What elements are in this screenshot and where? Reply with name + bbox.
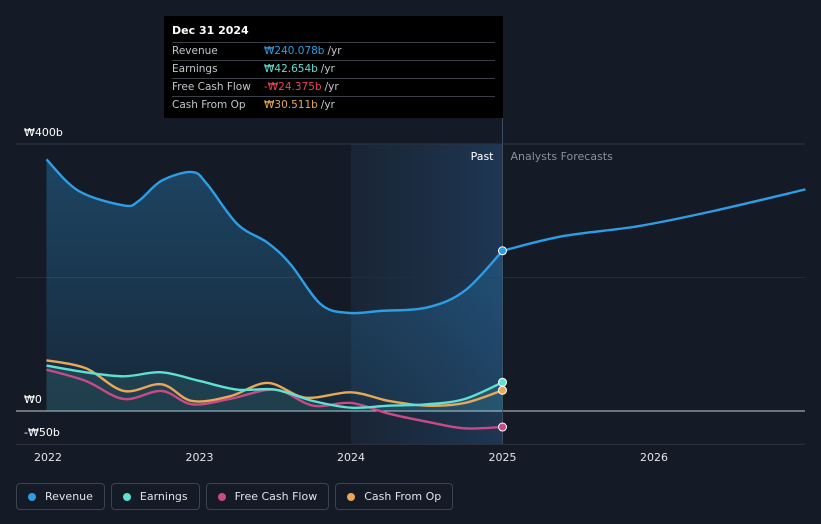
legend-label: Earnings	[139, 490, 188, 503]
tooltip-label: Earnings	[172, 63, 218, 75]
free-cash-flow-end-point	[498, 422, 507, 432]
past-label: Past	[471, 150, 495, 163]
tooltip-date: Dec 31 2024	[172, 24, 249, 37]
revenue-forecast-line	[502, 188, 806, 252]
tooltip-row-cash-from-op: Cash From Op ₩30.511b /yr	[172, 96, 495, 114]
legend-label: Free Cash Flow	[234, 490, 318, 503]
earnings-end-point	[498, 377, 507, 387]
legend-item-earnings[interactable]: Earnings	[110, 483, 200, 510]
legend-label: Cash From Op	[364, 490, 442, 503]
tooltip-label: Cash From Op	[172, 99, 246, 111]
tooltip-value: -₩24.375b	[264, 81, 322, 93]
legend-item-cash-from-op[interactable]: Cash From Op	[335, 483, 454, 510]
legend-item-free-cash-flow[interactable]: Free Cash Flow	[205, 483, 330, 510]
tooltip-unit: /yr	[320, 63, 335, 75]
tooltip-label: Free Cash Flow	[172, 81, 251, 93]
legend-dot-icon	[122, 492, 131, 501]
earnings-line	[46, 364, 503, 410]
x-tick-label: 2025	[489, 451, 517, 464]
y-tick-label: ₩400b	[24, 126, 63, 139]
tooltip-row-earnings: Earnings ₩42.654b /yr	[172, 60, 495, 78]
tooltip-value: ₩42.654b	[264, 63, 318, 75]
cash-from-op-line	[46, 359, 503, 407]
cash-from-op-end-point	[498, 385, 507, 395]
tooltip-row-free-cash-flow: Free Cash Flow -₩24.375b /yr	[172, 78, 495, 96]
tooltip-row-revenue: Revenue ₩240.078b /yr	[172, 42, 495, 60]
tooltip-value: ₩240.078b	[264, 45, 325, 57]
revenue-area	[46, 159, 503, 411]
legend-dot-icon	[347, 492, 356, 501]
tooltip-value: ₩30.511b	[264, 99, 318, 111]
revenue-line	[45, 158, 504, 315]
revenue-end-point	[498, 246, 507, 256]
y-tick-label: ₩0	[24, 393, 42, 406]
legend: Revenue Earnings Free Cash Flow Cash Fro…	[16, 483, 454, 510]
legend-dot-icon	[28, 492, 36, 501]
forecast-label: Analysts Forecasts	[511, 150, 614, 163]
legend-dot-icon	[217, 492, 226, 501]
x-tick-label: 2024	[337, 451, 365, 464]
x-tick-label: 2022	[34, 451, 62, 464]
tooltip-unit: /yr	[320, 99, 335, 111]
earnings-area	[46, 365, 503, 411]
y-tick-label: -₩50b	[24, 426, 60, 439]
tooltip: Dec 31 2024 Revenue ₩240.078b /yr Earnin…	[164, 16, 503, 118]
legend-label: Revenue	[45, 490, 93, 503]
tooltip-unit: /yr	[324, 81, 339, 93]
x-tick-label: 2023	[186, 451, 214, 464]
legend-item-revenue[interactable]: Revenue	[16, 483, 105, 510]
tooltip-unit: /yr	[327, 45, 342, 57]
x-tick-label: 2026	[640, 451, 668, 464]
tooltip-label: Revenue	[172, 45, 218, 57]
